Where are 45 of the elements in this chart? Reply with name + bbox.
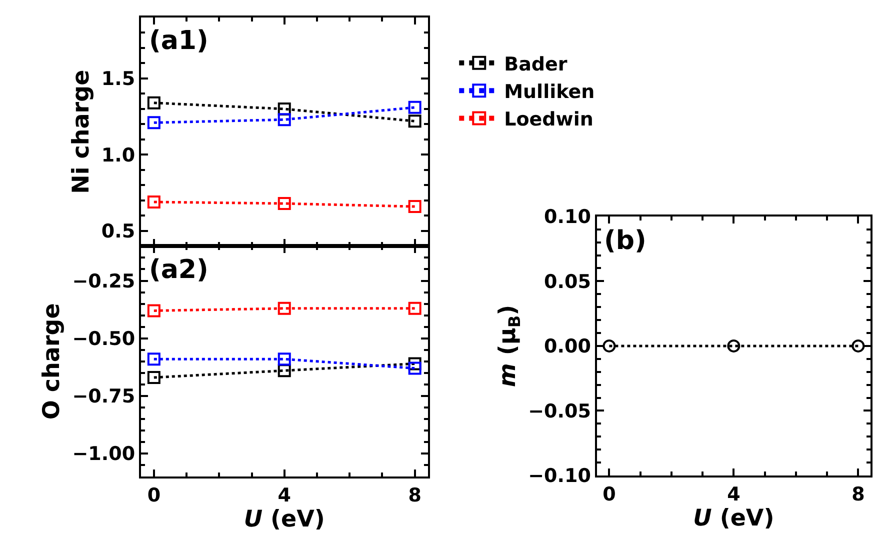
- legend-label: Mulliken: [504, 81, 595, 104]
- y-tick-label: −0.75: [72, 386, 136, 408]
- point: [278, 102, 291, 116]
- x-tick-label: 0: [602, 483, 616, 506]
- point: [278, 197, 291, 210]
- point: [147, 116, 160, 130]
- y-axis-title: Ni charge: [68, 70, 94, 194]
- y-tick-label: 0.5: [101, 220, 136, 243]
- annotation: (a1): [149, 26, 208, 56]
- point: [278, 364, 291, 378]
- x-axis-title: U (eV): [693, 505, 774, 532]
- y-tick-label: 0.05: [544, 270, 591, 293]
- point: [278, 302, 291, 315]
- y-tick-label: 0.10: [544, 206, 591, 228]
- y-axis-title: O charge: [39, 303, 66, 420]
- x-axis-title: U (eV): [244, 506, 325, 532]
- x-tick-label: 0: [147, 484, 161, 506]
- point: [408, 362, 422, 375]
- y-tick-label: −0.50: [72, 328, 136, 350]
- point: [147, 195, 160, 208]
- point: [408, 200, 422, 214]
- y-tick-label: −0.10: [528, 465, 591, 488]
- point: [278, 352, 291, 366]
- x-tick-label: 4: [278, 484, 291, 506]
- x-tick-label: 8: [852, 483, 865, 506]
- y-tick-label: −1.00: [72, 443, 136, 466]
- annotation: (b): [604, 226, 646, 256]
- y-tick-label: −0.05: [528, 400, 591, 422]
- point: [147, 304, 160, 318]
- annotation: (a2): [149, 255, 208, 285]
- point: [408, 302, 422, 315]
- x-tick-label: 8: [408, 484, 422, 506]
- point: [147, 371, 160, 384]
- point: [278, 113, 291, 126]
- point: [408, 100, 422, 114]
- y-tick-label: 1.0: [101, 144, 136, 166]
- point: [408, 114, 422, 128]
- legend-label: Loedwin: [504, 108, 594, 131]
- y-tick-label: 0.00: [544, 336, 591, 358]
- y-tick-label: 1.5: [101, 68, 136, 90]
- point: [147, 352, 160, 366]
- legend-label: Bader: [504, 53, 568, 76]
- y-tick-label: −0.25: [72, 270, 136, 292]
- point: [147, 96, 160, 110]
- x-tick-label: 4: [727, 483, 740, 506]
